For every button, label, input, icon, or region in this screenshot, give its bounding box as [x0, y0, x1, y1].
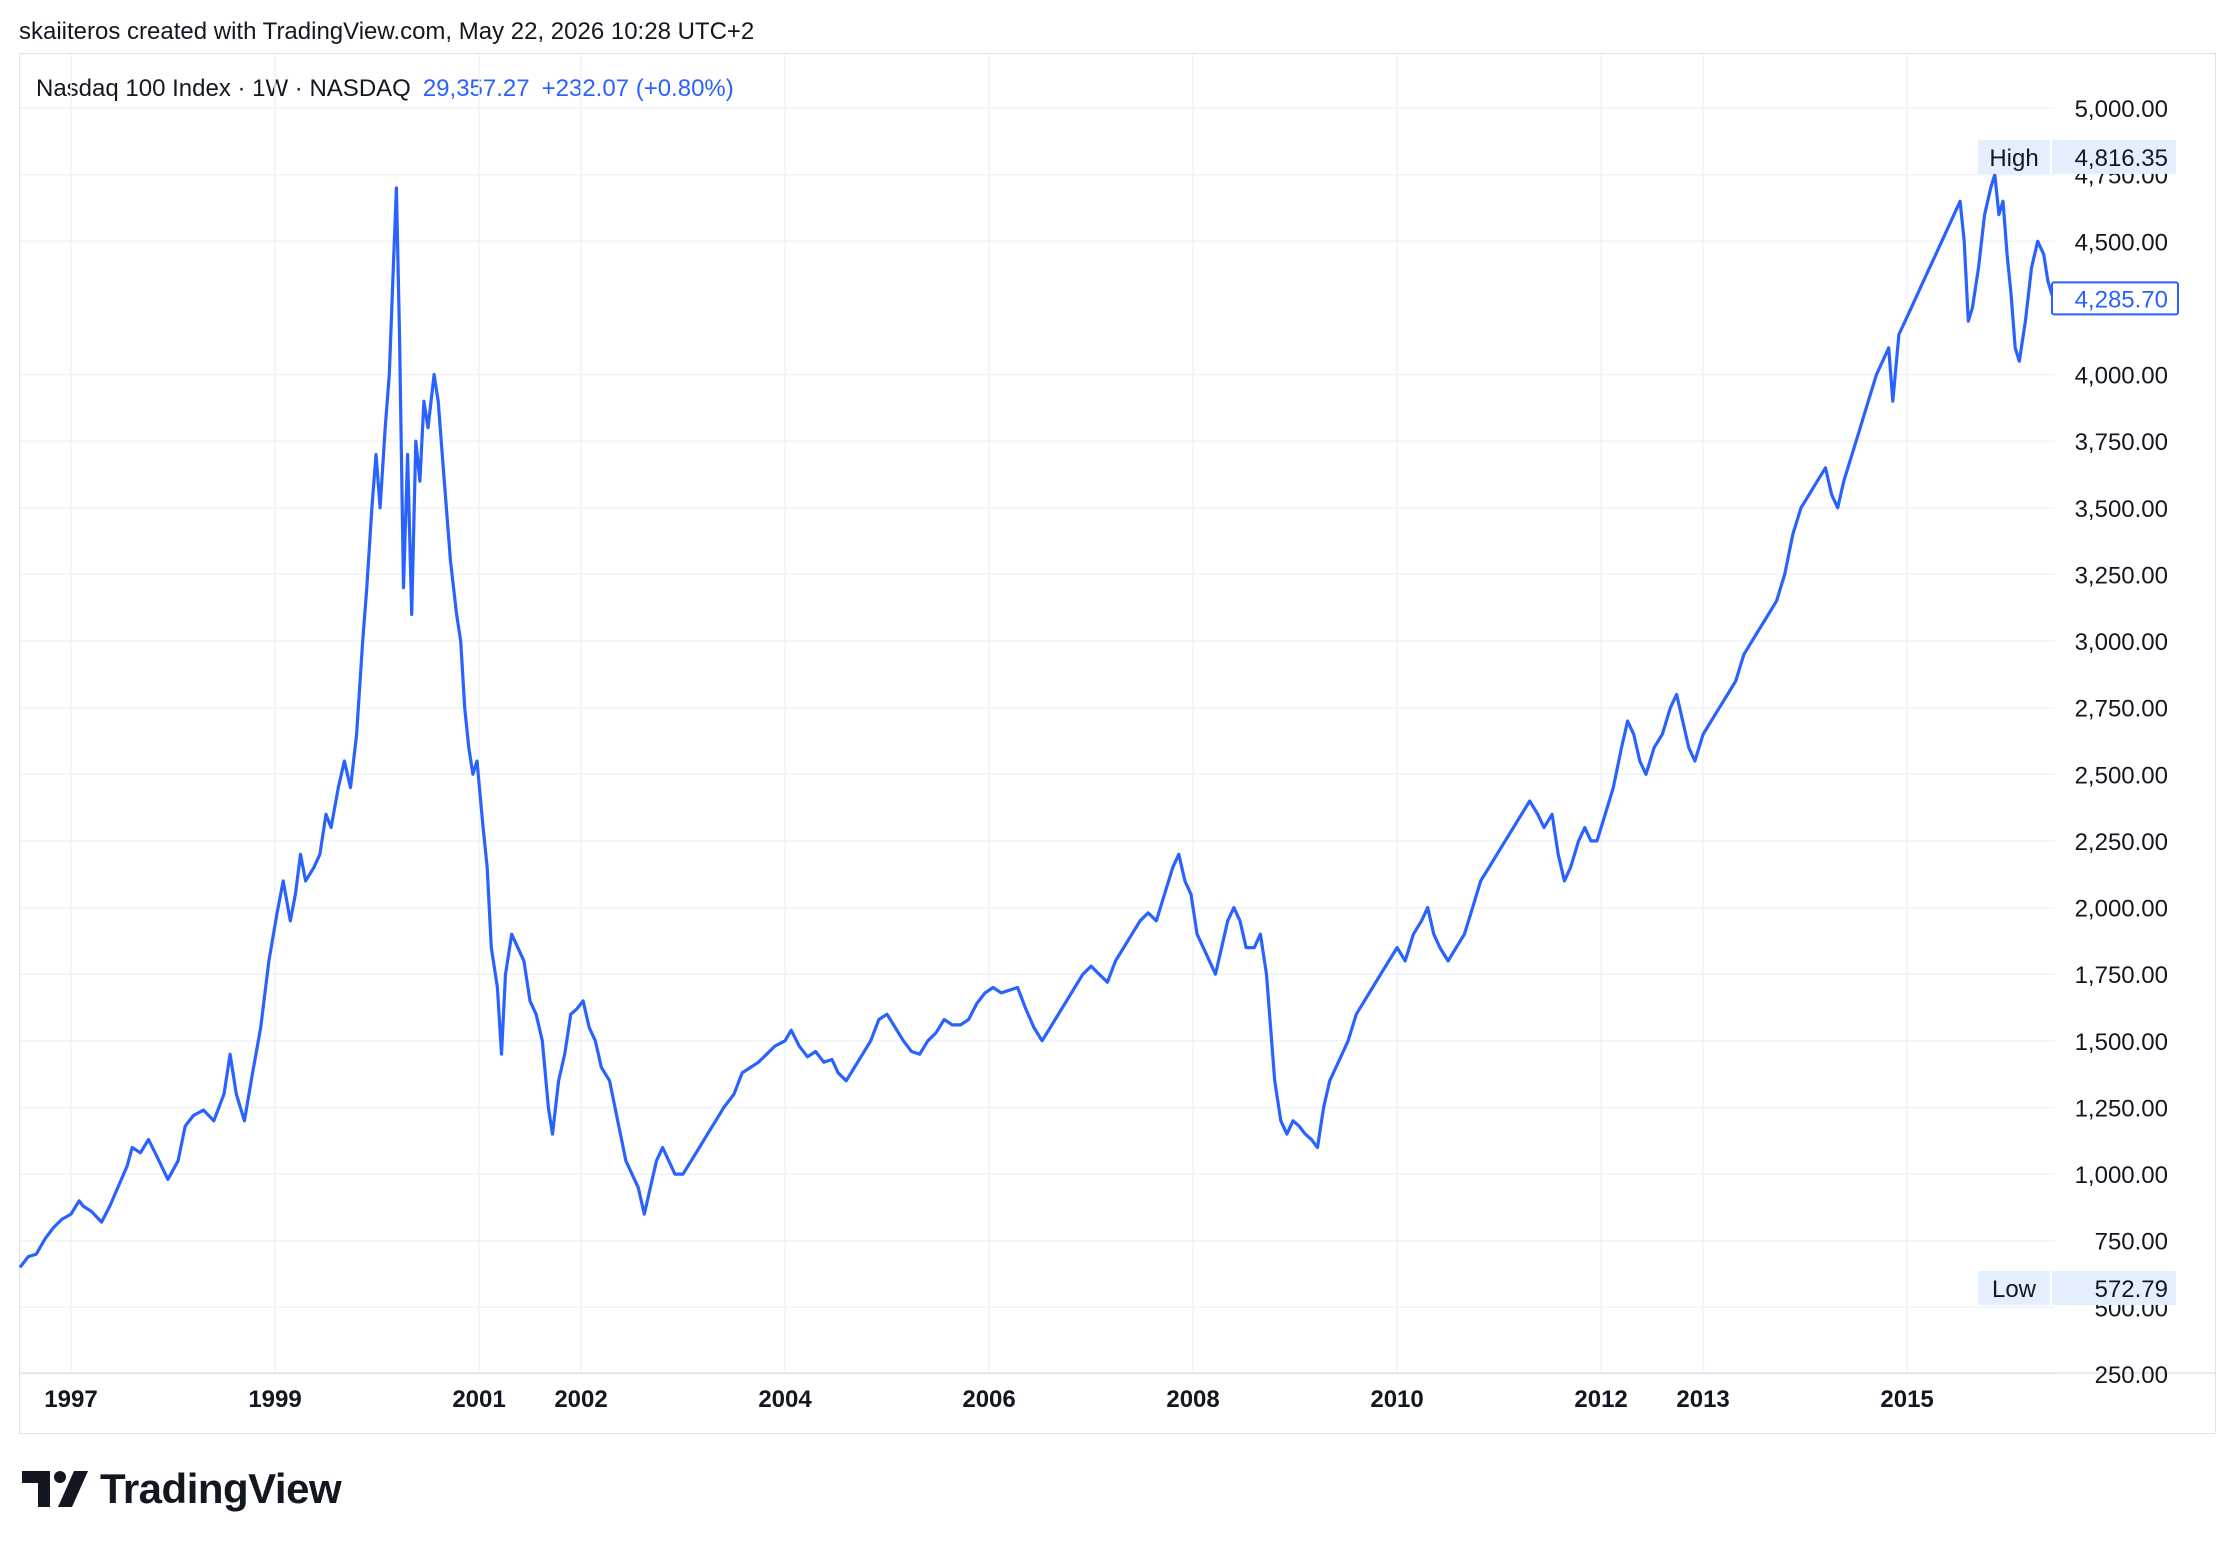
chart-caption: skaiiteros created with TradingView.com,…: [19, 18, 755, 45]
legend-change: +232.07 (+0.80%): [541, 75, 734, 102]
low-marker-value: 572.79: [2095, 1276, 2168, 1303]
x-tick-label: 2010: [1370, 1386, 1423, 1413]
legend-price: 29,357.27: [422, 75, 530, 102]
x-tick-label: 2006: [962, 1386, 1015, 1413]
tradingview-logo-text: TradingView: [100, 1465, 342, 1512]
x-tick-label: 2012: [1574, 1386, 1627, 1413]
y-tick-label: 3,250.00: [2075, 562, 2168, 589]
y-tick-label: 1,250.00: [2075, 1095, 2168, 1122]
y-tick-label: 4,500.00: [2075, 229, 2168, 256]
y-tick-label: 2,750.00: [2075, 696, 2168, 723]
y-tick-label: 5,000.00: [2075, 96, 2168, 123]
tradingview-logo-icon: [22, 1471, 88, 1507]
high-marker: High 4,816.35: [1978, 139, 2176, 174]
low-marker-value-bg: [2052, 1270, 2176, 1305]
chart-frame: [19, 53, 2216, 1434]
high-marker-value-bg: [2052, 139, 2176, 174]
y-tick-label: 2,000.00: [2075, 896, 2168, 923]
x-tick-label: 1999: [248, 1386, 301, 1413]
y-tick-label: 3,000.00: [2075, 629, 2168, 656]
y-tick-label: 2,500.00: [2075, 762, 2168, 789]
y-tick-label: 1,500.00: [2075, 1029, 2168, 1056]
legend-symbol: Nasdaq 100 Index · 1W · NASDAQ: [36, 75, 411, 102]
low-marker-label: Low: [1992, 1276, 2037, 1303]
y-tick-label: 3,750.00: [2075, 429, 2168, 456]
last-price-value: 4,285.70: [2075, 286, 2168, 313]
tradingview-logo: TradingView: [22, 1465, 342, 1512]
last-price-marker: 4,285.70: [2051, 281, 2179, 316]
grid: [20, 54, 2215, 1375]
x-tick-label: 2001: [452, 1386, 505, 1413]
y-tick-label: 2,250.00: [2075, 829, 2168, 856]
x-tick-label: 2008: [1166, 1386, 1219, 1413]
x-tick-label: 2013: [1676, 1386, 1729, 1413]
high-marker-label: High: [1989, 145, 2038, 172]
x-tick-label: 2004: [758, 1386, 812, 1413]
last-price-bg: [2051, 281, 2179, 316]
chart-legend: Nasdaq 100 Index · 1W · NASDAQ 29,357.27 +…: [36, 75, 734, 103]
high-marker-value: 4,816.35: [2075, 145, 2168, 172]
y-tick-label: 250.00: [2095, 1362, 2168, 1389]
y-tick-label: 1,750.00: [2075, 962, 2168, 989]
low-marker-label-bg: [1978, 1270, 2050, 1305]
x-tick-labels: 1997 1999 2001 2002 2004 2006 2008 2010 2012 2013…: [44, 1386, 1933, 1413]
high-marker-label-bg: [1978, 139, 2050, 174]
y-tick-label: 3,500.00: [2075, 496, 2168, 523]
y-tick-label: 1,000.00: [2075, 1162, 2168, 1189]
x-tick-label: 1997: [44, 1386, 97, 1413]
y-tick-labels: 5,000.004,750.004,500.004,000.003,750.00…: [2075, 96, 2168, 1389]
low-marker: Low 572.79: [1978, 1270, 2176, 1305]
y-tick-label: 4,000.00: [2075, 363, 2168, 390]
x-tick-label: 2015: [1880, 1386, 1933, 1413]
x-tick-label: 2002: [554, 1386, 607, 1413]
y-tick-label: 750.00: [2095, 1229, 2168, 1256]
price-line: [18, 173, 2057, 1269]
